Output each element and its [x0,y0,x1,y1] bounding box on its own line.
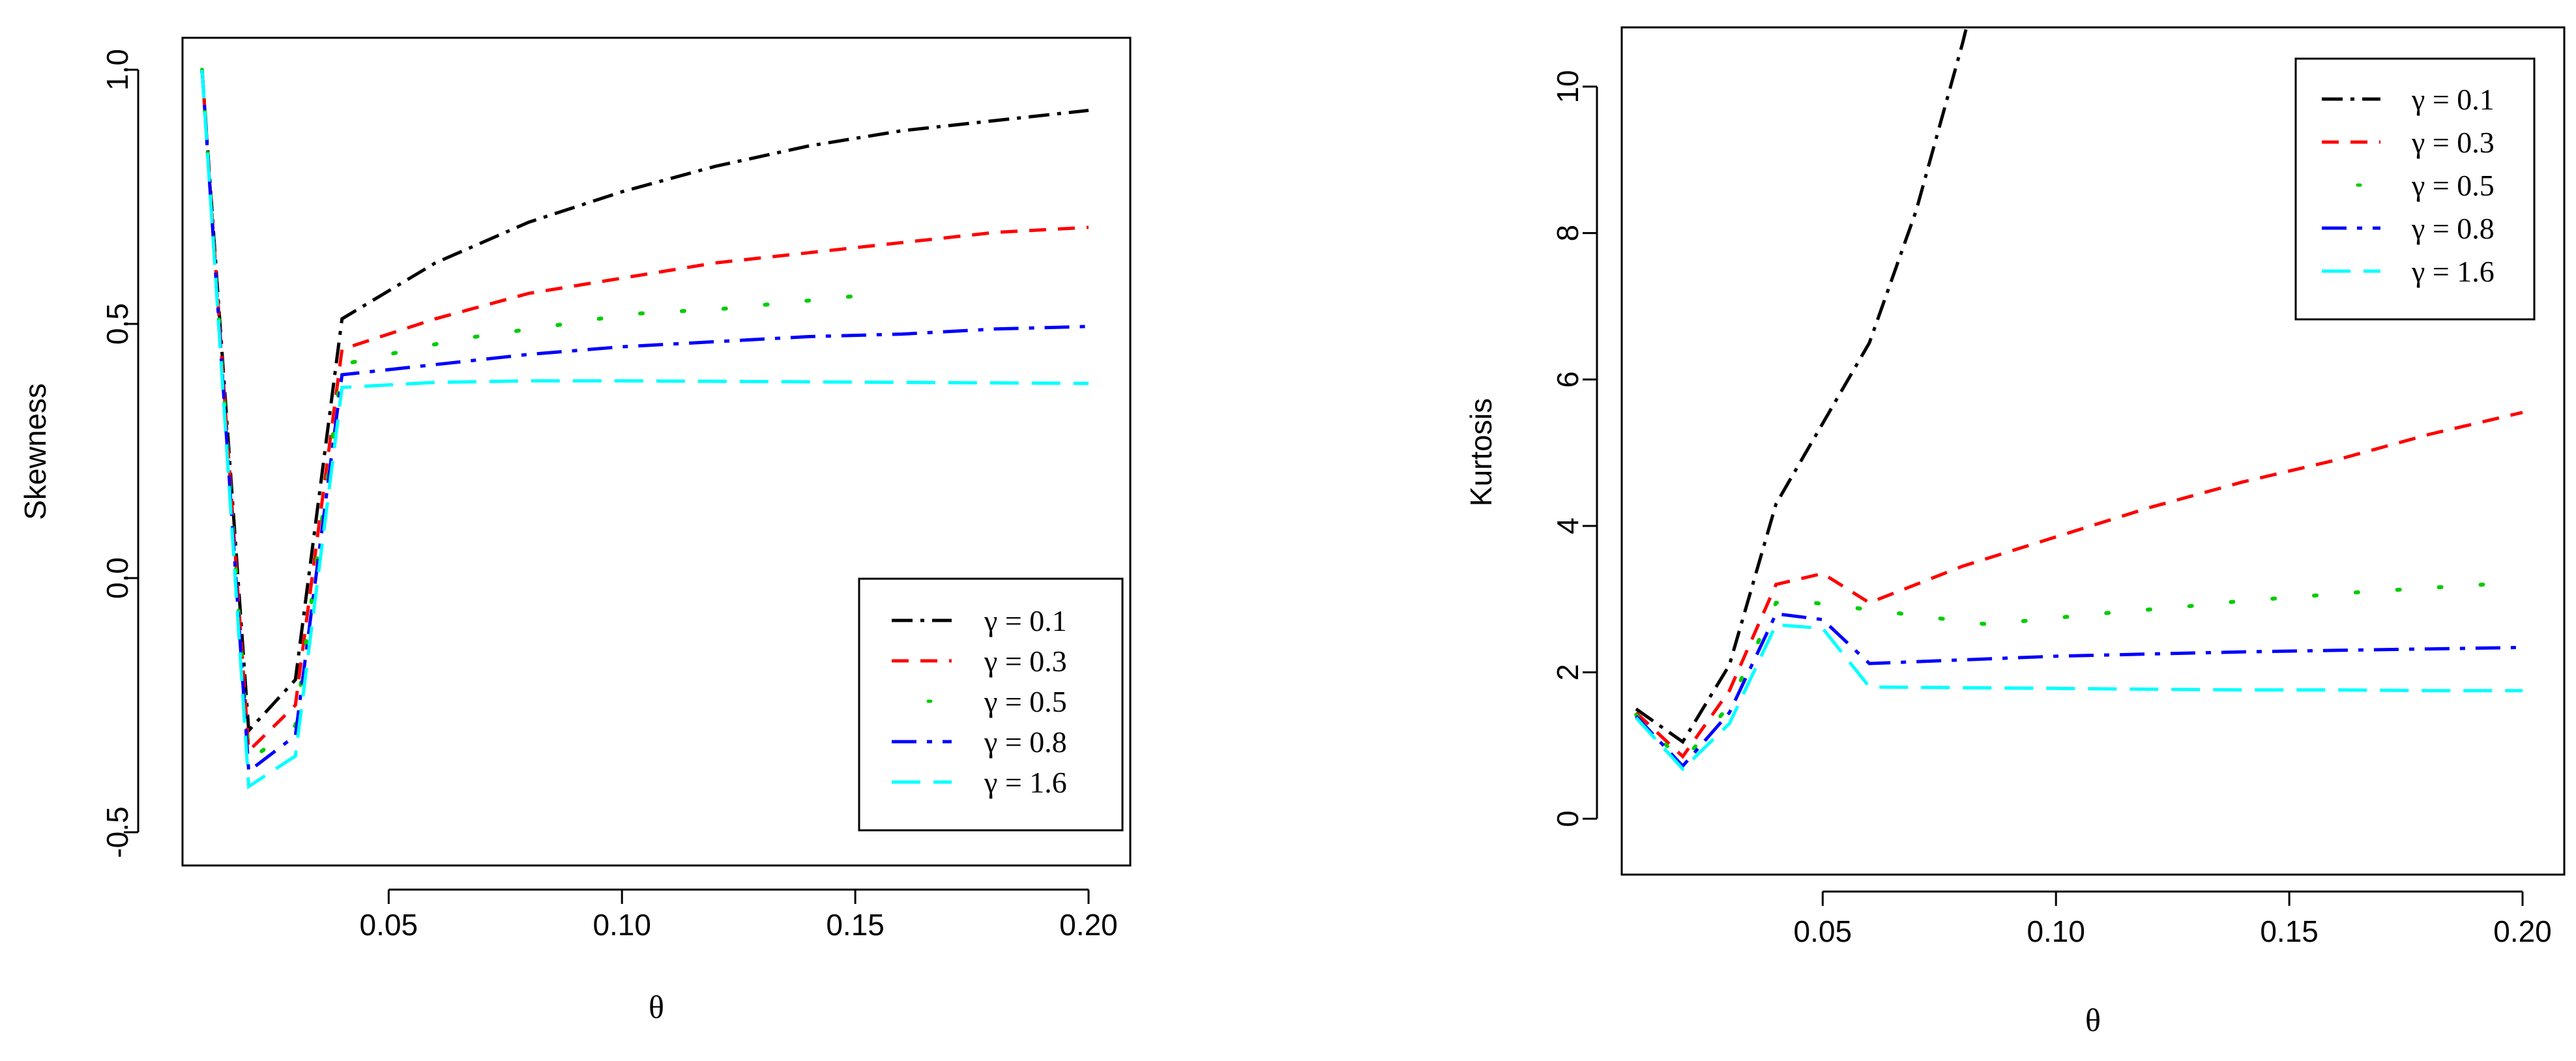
kurtosis-x-axis-title: θ [2085,1002,2101,1038]
kurtosis-legend-box [2294,57,2536,321]
skewness-x-axis: 0.05 0.10 0.15 0.20 θ [360,888,1118,1025]
skewness-series-group [200,68,1089,790]
skewness-x-tick-label: 0.10 [593,908,651,942]
skewness-legend-label: γ = 0.1 [984,604,1067,637]
kurtosis-legend-label: γ = 0.8 [2411,212,2495,245]
kurtosis-y-tick-label: 4 [1551,517,1585,534]
skewness-plot-frame [181,36,1132,867]
skewness-y-tick-label: 1.0 [100,49,134,91]
skewness-legend-label: γ = 0.3 [984,645,1067,678]
skewness-y-axis-title: Skewness [18,383,52,520]
kurtosis-y-tick-label: 10 [1551,70,1585,103]
skewness-series-gamma-0.1 [200,69,1089,734]
kurtosis-legend-label: γ = 1.6 [2411,255,2495,288]
kurtosis-legend-label: γ = 0.1 [2411,83,2495,116]
skewness-x-tick-label: 0.15 [826,908,885,942]
skewness-x-axis-title: θ [649,989,664,1025]
kurtosis-y-tick-label: 6 [1551,371,1585,388]
skewness-series-gamma-1.6 [200,69,1089,790]
kurtosis-series-gamma-0.1 [1635,27,1969,744]
skewness-y-tick-label: 0.0 [100,557,134,599]
kurtosis-series-group [1634,27,2523,772]
skewness-x-tick-label: 0.20 [1059,908,1118,942]
kurtosis-x-tick-label: 0.20 [2493,914,2552,948]
skewness-legend-label: γ = 0.5 [984,685,1067,718]
kurtosis-y-axis-title: Kurtosis [1464,398,1498,506]
skewness-y-tick-label: 0.5 [100,303,134,345]
kurtosis-series-gamma-0.3 [1635,411,2523,759]
kurtosis-chart: 0.05 0.10 0.15 0.20 θ 0 2 4 6 8 10 Kurto… [1464,26,2566,1038]
skewness-y-tick-label: -0.5 [100,806,134,858]
kurtosis-x-tick-label: 0.10 [2027,914,2085,948]
kurtosis-x-tick-label: 0.05 [1794,914,1852,948]
kurtosis-x-axis: 0.05 0.10 0.15 0.20 θ [1794,890,2552,1038]
kurtosis-y-tick-label: 8 [1551,225,1585,242]
kurtosis-series-gamma-1.6 [1635,622,2523,772]
skewness-legend-label: γ = 0.8 [984,725,1067,759]
kurtosis-legend-label: γ = 0.5 [2411,169,2495,202]
skewness-y-axis: -0.5 0.0 0.5 1.0 Skewness [18,49,139,858]
kurtosis-series-gamma-0.5 [1634,582,2487,765]
skewness-chart: 0.05 0.10 0.15 0.20 θ -0.5 0.0 0.5 1.0 S… [18,36,1132,1025]
kurtosis-plot-frame [1620,26,2566,876]
skewness-series-gamma-0.8 [200,69,1089,775]
skewness-x-tick-label: 0.05 [360,908,418,942]
kurtosis-y-tick-label: 2 [1551,664,1585,681]
kurtosis-legend: γ = 0.1 γ = 0.3 γ = 0.5 γ = 0.8 γ = 1.6 [2294,57,2536,321]
skewness-series-gamma-0.3 [200,69,1089,755]
kurtosis-x-tick-label: 0.15 [2260,914,2319,948]
kurtosis-y-tick-label: 0 [1551,811,1585,828]
kurtosis-legend-label: γ = 0.3 [2411,126,2495,159]
skewness-legend: γ = 0.1 γ = 0.3 γ = 0.5 γ = 0.8 γ = 1.6 [858,577,1124,832]
skewness-legend-label: γ = 1.6 [984,766,1067,799]
skewness-series-gamma-0.5 [200,68,886,765]
kurtosis-y-axis: 0 2 4 6 8 10 Kurtosis [1464,70,1598,828]
kurtosis-series-gamma-0.8 [1635,612,2523,769]
